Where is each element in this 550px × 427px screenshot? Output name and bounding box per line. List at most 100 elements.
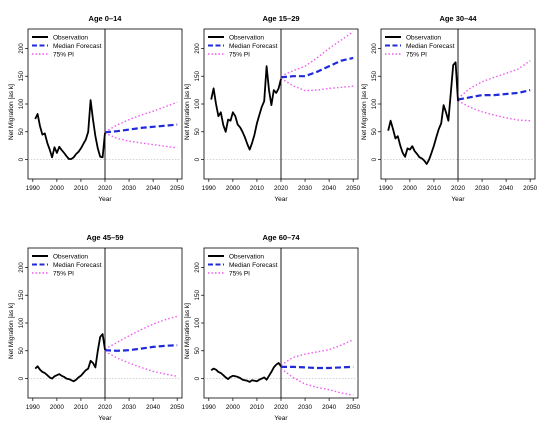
panel-1: Age 0–14 1990 2000 2010 2020 2030 2040 2050 0 50 1… [8, 14, 185, 203]
x-tick-label: 2020 [451, 185, 466, 192]
upper-interval-line [104, 315, 178, 350]
x-axis-label: Year [274, 415, 288, 422]
x-tick-label: 2050 [523, 185, 538, 192]
median-forecast-line [457, 89, 531, 101]
x-tick-label: 2040 [322, 185, 337, 192]
x-axis-label: Year [98, 415, 112, 422]
x-tick-label: 2020 [98, 404, 113, 411]
x-tick-label: 2000 [226, 404, 241, 411]
x-tick-label: 2030 [122, 185, 137, 192]
legend-label: Median Forecast [406, 43, 455, 50]
x-tick-label: 2020 [274, 404, 289, 411]
y-tick-label: 0 [371, 157, 378, 161]
legend-label: Observation [53, 34, 88, 41]
y-axis-label: Net Migration [as k] [361, 84, 368, 140]
y-tick-label: 50 [371, 128, 378, 136]
y-tick-label: 0 [18, 157, 25, 161]
x-tick-label: 2010 [250, 185, 265, 192]
x-tick-label: 2040 [499, 185, 514, 192]
y-tick-label: 200 [194, 262, 201, 273]
y-tick-label: 100 [371, 98, 378, 109]
x-tick-label: 2000 [50, 404, 65, 411]
y-tick-label: 100 [18, 98, 25, 109]
y-tick-label: 150 [18, 289, 25, 300]
y-tick-label: 200 [194, 43, 201, 54]
x-tick-label: 2040 [322, 404, 337, 411]
upper-interval-line [280, 31, 354, 77]
y-tick-label: 150 [18, 70, 25, 81]
y-tick-label: 150 [194, 289, 201, 300]
legend-label: Observation [406, 34, 441, 41]
x-tick-label: 2010 [74, 185, 89, 192]
x-tick-label: 2010 [427, 185, 442, 192]
y-tick-label: 50 [194, 128, 201, 136]
panel-title: Age 60–74 [262, 233, 300, 242]
y-axis-label: Net Migration [as k] [184, 84, 191, 140]
x-tick-label: 2040 [146, 404, 161, 411]
panel-4: Age 45–59 1990 2000 2010 2020 2030 2040 2050 0 50… [8, 233, 185, 422]
legend-label: Median Forecast [53, 262, 102, 269]
lower-interval-line [280, 77, 354, 92]
y-tick-label: 0 [18, 376, 25, 380]
x-tick-label: 2000 [50, 185, 65, 192]
x-tick-label: 2000 [226, 185, 241, 192]
x-tick-label: 2050 [170, 185, 185, 192]
lower-interval-line [104, 350, 178, 377]
x-tick-label: 2010 [250, 404, 265, 411]
panel-5: Age 60–74 1990 2000 2010 2020 2030 2040 2050 0 50… [184, 233, 361, 422]
legend-label: 75% PI [53, 51, 74, 58]
y-tick-label: 0 [194, 157, 201, 161]
y-tick-label: 50 [18, 128, 25, 136]
y-tick-label: 100 [18, 317, 25, 328]
observation-line [34, 99, 106, 160]
legend-label: 75% PI [229, 270, 250, 277]
panel-3: Age 30–44 1990 2000 2010 2020 2030 2040 2050 0 50… [361, 14, 538, 203]
x-tick-label: 2050 [346, 404, 361, 411]
legend-label: Median Forecast [229, 262, 278, 269]
x-axis-label: Year [98, 196, 112, 203]
x-tick-label: 2030 [475, 185, 490, 192]
y-tick-label: 0 [194, 376, 201, 380]
y-tick-label: 150 [194, 70, 201, 81]
y-axis-label: Net Migration [as k] [184, 303, 191, 359]
observation-line [210, 65, 282, 151]
x-tick-label: 2030 [298, 404, 313, 411]
legend-label: 75% PI [53, 270, 74, 277]
panel-title: Age 15–29 [262, 14, 299, 23]
x-tick-label: 2050 [346, 185, 361, 192]
y-tick-label: 150 [371, 70, 378, 81]
y-tick-label: 200 [18, 262, 25, 273]
upper-interval-line [280, 339, 354, 366]
y-tick-label: 100 [194, 317, 201, 328]
upper-interval-line [457, 60, 531, 99]
x-tick-label: 2040 [146, 185, 161, 192]
y-axis-label: Net Migration [as k] [8, 303, 15, 359]
x-tick-label: 1990 [26, 404, 41, 411]
legend-label: Observation [53, 253, 88, 260]
legend-label: 75% PI [229, 51, 250, 58]
panel-2: Age 15–29 1990 2000 2010 2020 2030 2040 2050 0 50… [184, 14, 361, 203]
x-tick-label: 1990 [202, 404, 217, 411]
x-tick-label: 2020 [98, 185, 113, 192]
x-tick-label: 2020 [274, 185, 289, 192]
y-axis-label: Net Migration [as k] [8, 84, 15, 140]
legend-label: Median Forecast [229, 43, 278, 50]
x-tick-label: 2030 [122, 404, 137, 411]
x-tick-label: 2050 [170, 404, 185, 411]
y-tick-label: 200 [371, 43, 378, 54]
y-tick-label: 50 [194, 347, 201, 355]
lower-interval-line [104, 132, 178, 149]
panel-title: Age 45–59 [86, 233, 123, 242]
panel-title: Age 0–14 [89, 14, 123, 23]
lower-interval-line [280, 368, 354, 396]
x-axis-label: Year [451, 196, 465, 203]
legend-label: Observation [229, 253, 264, 260]
x-tick-label: 2000 [403, 185, 418, 192]
panel-title: Age 30–44 [439, 14, 477, 23]
legend-label: 75% PI [406, 51, 427, 58]
legend-label: Median Forecast [53, 43, 102, 50]
